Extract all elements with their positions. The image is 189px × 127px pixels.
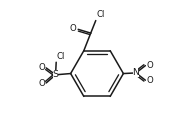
Text: Cl: Cl [97,10,105,19]
Text: O: O [70,24,77,33]
Text: O: O [146,60,153,69]
Text: O: O [146,76,153,85]
Text: Cl: Cl [57,52,65,61]
Text: N: N [132,68,139,77]
Text: O: O [38,63,45,72]
Text: S: S [53,70,59,79]
Text: O: O [38,79,45,88]
